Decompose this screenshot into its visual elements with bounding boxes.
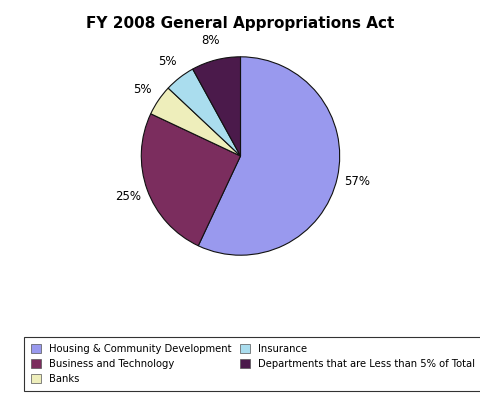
Text: 8%: 8% [201,34,220,47]
Wedge shape [141,114,240,246]
Legend: Housing & Community Development, Business and Technology, Banks, Insurance, Depa: Housing & Community Development, Busines… [24,337,480,391]
Text: 5%: 5% [132,82,151,96]
Wedge shape [150,88,240,156]
Text: 57%: 57% [343,176,369,188]
Wedge shape [198,57,339,255]
Wedge shape [168,69,240,156]
Wedge shape [192,57,240,156]
Text: FY 2008 General Appropriations Act: FY 2008 General Appropriations Act [86,16,394,31]
Text: 5%: 5% [158,56,177,68]
Text: 25%: 25% [115,190,141,203]
